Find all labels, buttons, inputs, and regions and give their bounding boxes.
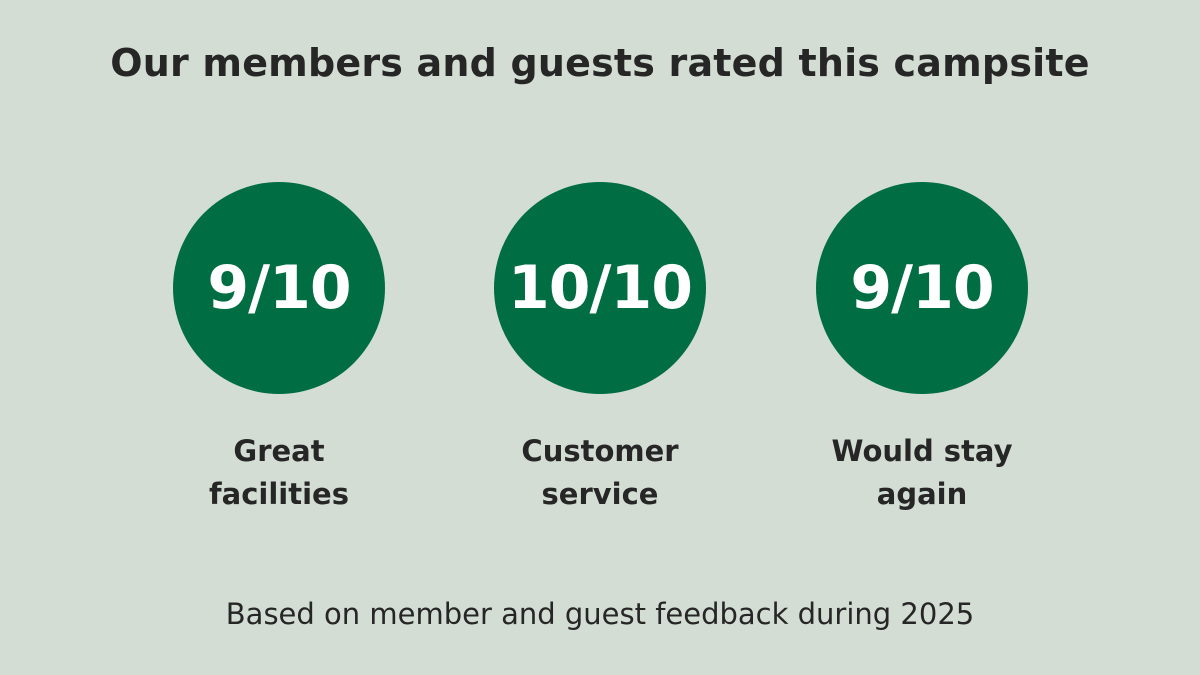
score-value: 9/10 (207, 253, 351, 323)
score-circle: 9/10 (816, 182, 1028, 394)
rating-label: Great facilities (139, 430, 419, 516)
rating-label-line: Would stay (831, 434, 1013, 468)
score-value: 9/10 (850, 253, 994, 323)
rating-label-line: service (541, 477, 659, 511)
score-circle: 9/10 (173, 182, 385, 394)
rating-card-customer-service: 10/10 Customer service (494, 182, 706, 516)
rating-label-line: facilities (209, 477, 349, 511)
footnote: Based on member and guest feedback durin… (225, 597, 975, 631)
rating-card-would-stay-again: 9/10 Would stay again (816, 182, 1028, 516)
page-title: Our members and guests rated this campsi… (110, 41, 1090, 85)
rating-label-line: Customer (521, 434, 679, 468)
rating-label: Would stay again (782, 430, 1062, 516)
rating-card-facilities: 9/10 Great facilities (173, 182, 385, 516)
score-value: 10/10 (508, 253, 693, 323)
score-circle: 10/10 (494, 182, 706, 394)
rating-label-line: again (876, 477, 968, 511)
rating-label-line: Great (233, 434, 325, 468)
rating-label: Customer service (460, 430, 740, 516)
